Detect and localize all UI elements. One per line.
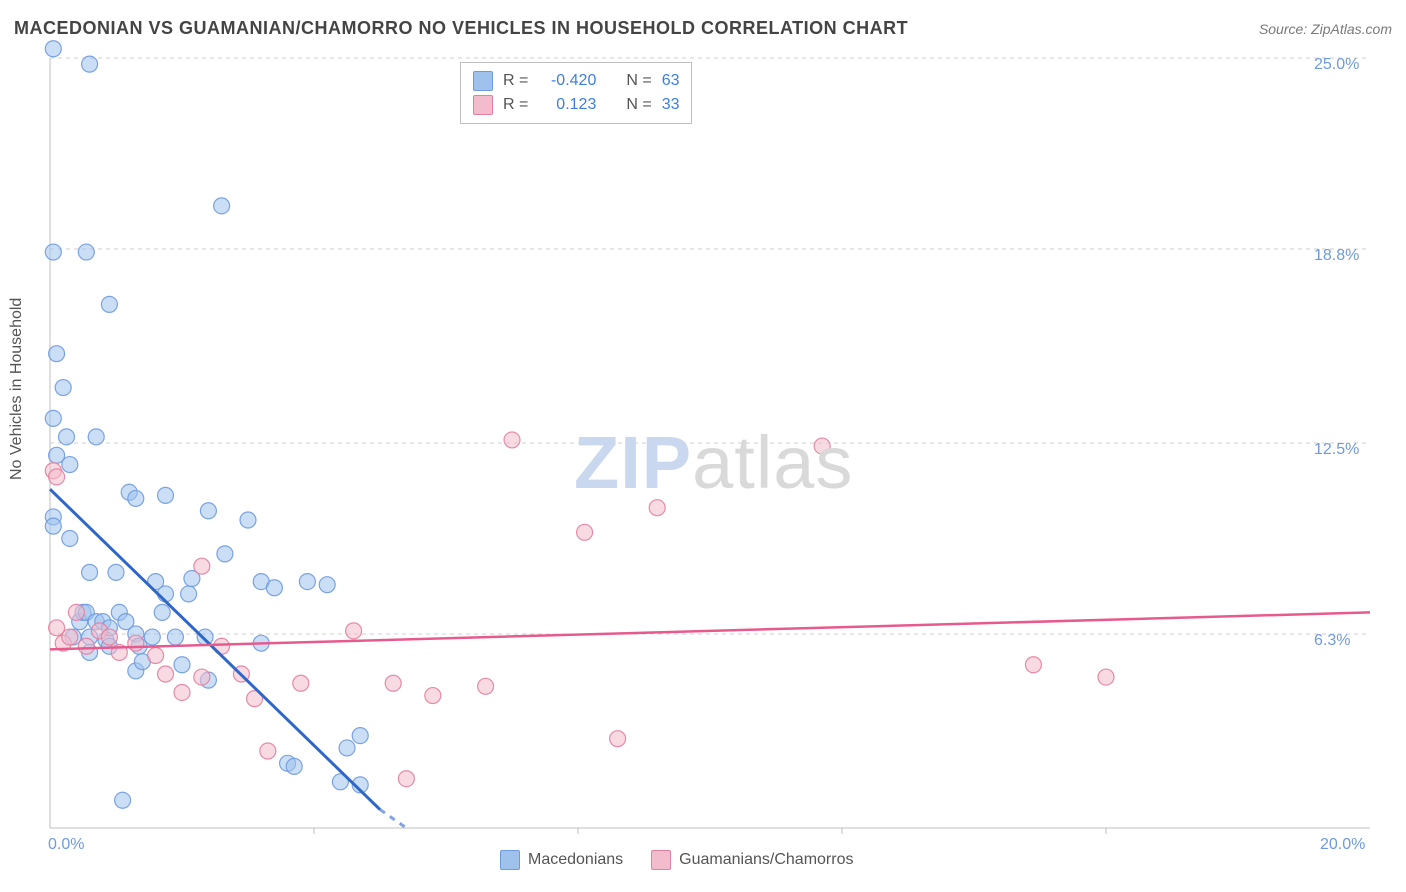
legend-item: Macedonians xyxy=(500,850,623,870)
y-tick-label: 6.3% xyxy=(1314,632,1350,650)
legend-swatch xyxy=(500,850,520,870)
series-legend: Macedonians Guamanians/Chamorros xyxy=(500,850,853,870)
stats-row: R =0.123N =33 xyxy=(473,93,679,117)
y-tick-label: 18.8% xyxy=(1314,247,1359,265)
legend-label: Guamanians/Chamorros xyxy=(679,851,853,869)
legend-label: Macedonians xyxy=(528,851,623,869)
legend-item: Guamanians/Chamorros xyxy=(651,850,853,870)
stats-row: R =-0.420N =63 xyxy=(473,69,679,93)
legend-swatch xyxy=(473,71,493,91)
y-tick-label: 12.5% xyxy=(1314,441,1359,459)
x-tick-label: 20.0% xyxy=(1320,836,1365,854)
legend-swatch xyxy=(651,850,671,870)
stat-n-value: 63 xyxy=(662,72,680,90)
stat-r-value: 0.123 xyxy=(538,96,596,114)
stat-r-value: -0.420 xyxy=(538,72,596,90)
correlation-stats-box: R =-0.420N =63R =0.123N =33 xyxy=(460,62,692,124)
legend-swatch xyxy=(473,95,493,115)
scatter-chart xyxy=(0,0,1406,892)
stat-n-value: 33 xyxy=(662,96,680,114)
x-tick-label: 0.0% xyxy=(48,836,84,854)
y-tick-label: 25.0% xyxy=(1314,56,1359,74)
